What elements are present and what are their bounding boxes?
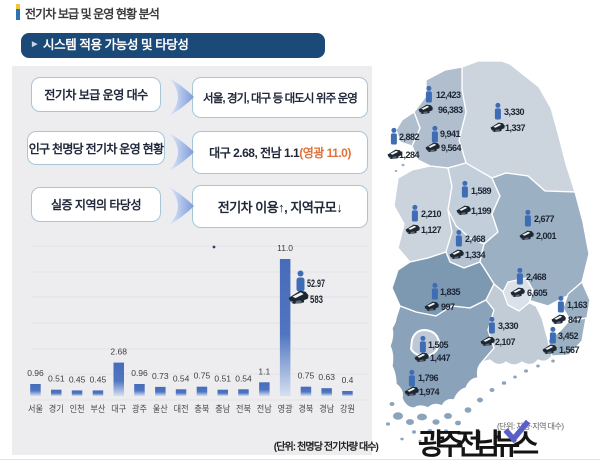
svg-text:1,505: 1,505: [428, 340, 449, 350]
svg-text:0.54: 0.54: [235, 373, 252, 383]
svg-text:2,468: 2,468: [526, 272, 547, 282]
svg-text:12,423: 12,423: [436, 90, 461, 100]
svg-text:전남: 전남: [257, 404, 272, 414]
svg-text:1,199: 1,199: [471, 206, 492, 216]
svg-text:1,447: 1,447: [430, 353, 451, 363]
svg-text:영광: 영광: [278, 403, 293, 414]
svg-text:6,605: 6,605: [527, 288, 548, 298]
svg-text:1,163: 1,163: [567, 300, 588, 310]
svg-text:0.54: 0.54: [173, 373, 190, 383]
svg-text:9,564: 9,564: [441, 143, 462, 153]
svg-text:광주: 광주: [132, 403, 147, 414]
svg-text:인천: 인천: [70, 404, 85, 414]
svg-text:경남: 경남: [319, 403, 334, 414]
svg-text:3,330: 3,330: [498, 321, 519, 331]
svg-text:0.96: 0.96: [27, 368, 44, 378]
svg-text:1,974: 1,974: [419, 387, 440, 397]
svg-text:0.63: 0.63: [318, 372, 335, 382]
svg-text:847: 847: [568, 315, 582, 325]
svg-text:3,452: 3,452: [558, 331, 579, 341]
svg-text:경기: 경기: [49, 403, 64, 414]
svg-text:583: 583: [310, 294, 323, 306]
svg-text:1,284: 1,284: [399, 150, 420, 160]
svg-text:2,882: 2,882: [399, 132, 420, 142]
svg-text:1.1: 1.1: [258, 366, 270, 376]
svg-text:2,677: 2,677: [534, 214, 555, 224]
svg-text:96,383: 96,383: [438, 105, 463, 115]
svg-text:충북: 충북: [194, 404, 209, 414]
svg-text:1,796: 1,796: [418, 373, 439, 383]
svg-text:0.96: 0.96: [131, 368, 148, 378]
svg-text:2,210: 2,210: [421, 209, 442, 219]
svg-text:0.45: 0.45: [69, 374, 86, 384]
svg-text:1,567: 1,567: [559, 345, 580, 355]
svg-text:서울: 서울: [28, 404, 43, 414]
svg-text:0.4: 0.4: [342, 375, 354, 385]
svg-text:1,589: 1,589: [471, 186, 492, 196]
svg-text:부산: 부산: [90, 404, 105, 414]
svg-text:52.97: 52.97: [307, 278, 325, 290]
svg-text:0.75: 0.75: [194, 371, 211, 381]
svg-text:대구: 대구: [111, 404, 126, 414]
svg-text:1,835: 1,835: [440, 287, 461, 297]
svg-text:2.68: 2.68: [110, 347, 127, 357]
svg-text:울산: 울산: [153, 404, 168, 414]
svg-text:997: 997: [441, 302, 455, 312]
svg-text:11.0: 11.0: [277, 243, 293, 253]
svg-text:9,941: 9,941: [440, 129, 461, 139]
svg-text:0.73: 0.73: [152, 371, 169, 381]
svg-text:1,127: 1,127: [421, 225, 442, 235]
svg-text:1,337: 1,337: [505, 123, 526, 133]
svg-text:1,334: 1,334: [465, 250, 486, 260]
svg-text:2,001: 2,001: [536, 231, 557, 241]
svg-text:0.51: 0.51: [214, 374, 231, 384]
svg-text:0.45: 0.45: [90, 374, 107, 384]
svg-text:강원: 강원: [340, 404, 355, 414]
svg-text:3,330: 3,330: [504, 107, 525, 117]
svg-text:0.75: 0.75: [298, 371, 315, 381]
svg-text:0.51: 0.51: [48, 374, 65, 384]
svg-text:2,468: 2,468: [465, 234, 486, 244]
svg-text:전북: 전북: [236, 404, 251, 414]
svg-text:충남: 충남: [215, 404, 230, 414]
svg-text:2,107: 2,107: [495, 337, 516, 347]
svg-text:경북: 경북: [298, 403, 313, 414]
svg-text:대전: 대전: [174, 404, 189, 414]
